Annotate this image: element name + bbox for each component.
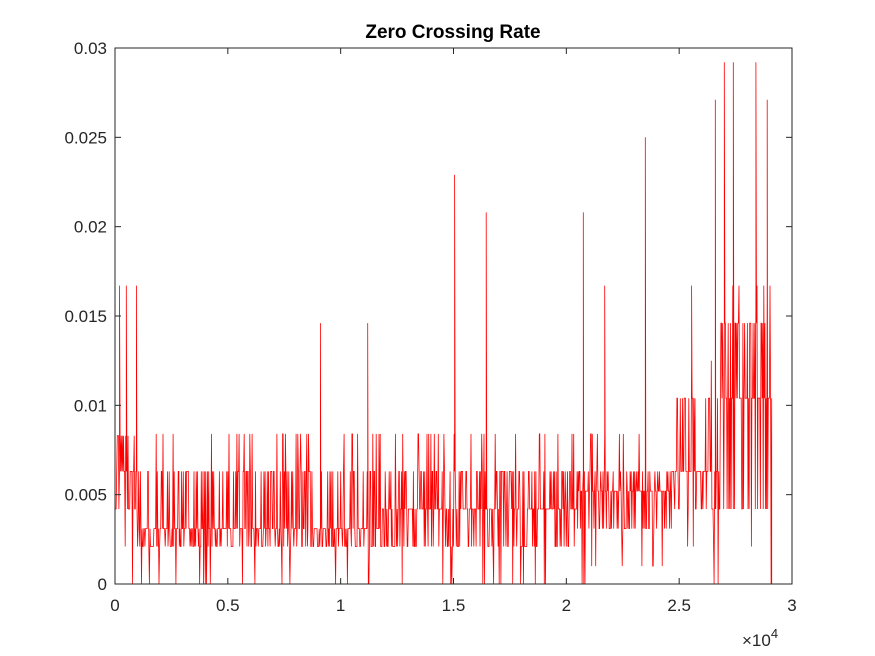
y-tick-label: 0.03 [74,39,107,58]
y-tick-label: 0.02 [74,218,107,237]
chart-title: Zero Crossing Rate [365,22,540,43]
x-tick-label: 2.5 [667,596,691,615]
x-exponent-base: ×10 [742,631,771,650]
y-tick-label: 0 [98,575,107,594]
y-tick-label: 0.01 [74,396,107,415]
y-tick-label: 0.015 [64,307,107,326]
x-tick-label: 1.5 [442,596,466,615]
y-tick-label: 0.005 [64,486,107,505]
x-tick-label: 1 [336,596,345,615]
x-exponent-label: ×104 [742,626,778,650]
x-tick-label: 3 [787,596,796,615]
series-line [114,62,773,585]
x-tick-label: 2 [562,596,571,615]
series-layer [114,62,773,585]
x-tick-label: 0 [110,596,119,615]
x-exponent-power: 4 [771,626,778,641]
x-tick-label: 0.5 [216,596,240,615]
ticks-layer: 0 0.5 1 1.5 2 2.5 3 0 0.005 0.01 0.015 0.02 0.025 0.0… [64,39,796,615]
y-tick-label: 0.025 [64,128,107,147]
